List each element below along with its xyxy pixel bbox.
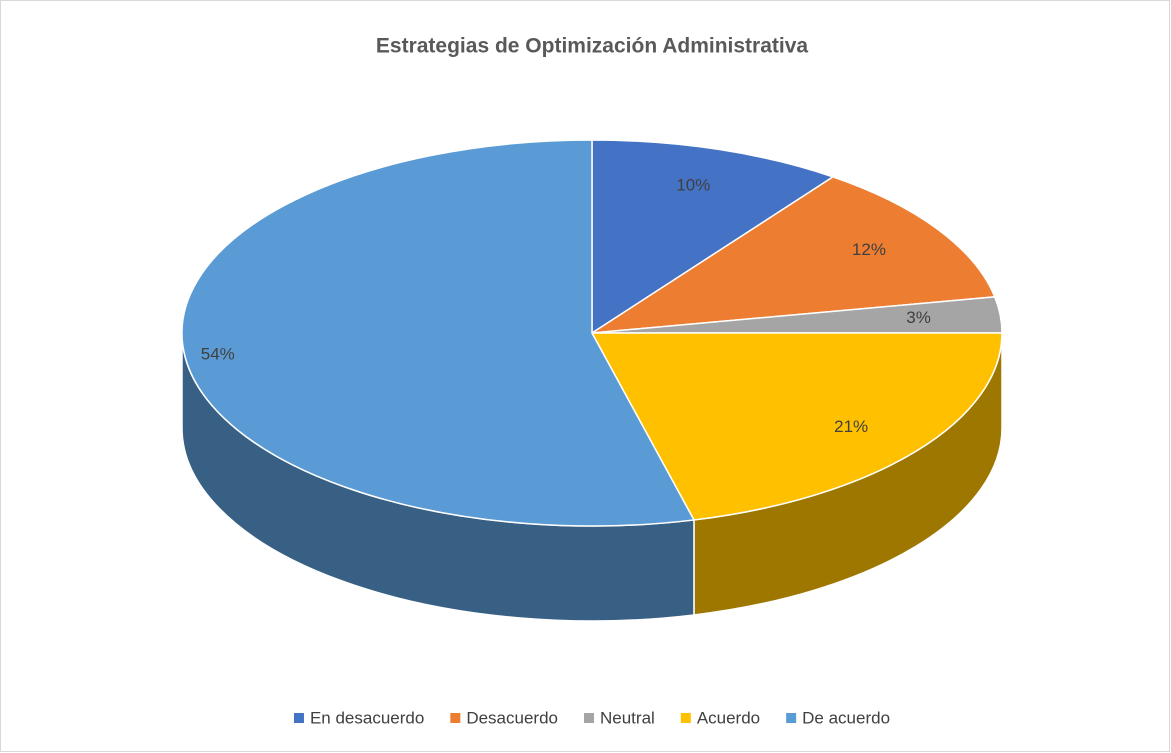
data-label: 3% (906, 308, 931, 327)
legend-swatch (450, 713, 461, 723)
slice (590, 332, 1003, 521)
legend-swatch (786, 713, 797, 723)
chart-title: Estrategias de Optimización Administrati… (376, 35, 808, 58)
legend-label: En desacuerdo (310, 708, 424, 727)
data-label: 54% (201, 345, 235, 364)
legend-label: Neutral (600, 708, 655, 727)
data-label: 12% (852, 240, 886, 259)
slice (591, 176, 996, 334)
data-label: 10% (676, 176, 710, 195)
legend-swatch (293, 713, 304, 723)
slice (181, 139, 696, 527)
slice (591, 139, 835, 335)
legend-swatch (584, 713, 595, 723)
legend-swatch (680, 713, 691, 723)
legend-label: De acuerdo (802, 708, 890, 727)
legend-label: Acuerdo (697, 708, 760, 727)
data-label: 21% (834, 417, 868, 436)
legend-label: Desacuerdo (466, 708, 558, 727)
